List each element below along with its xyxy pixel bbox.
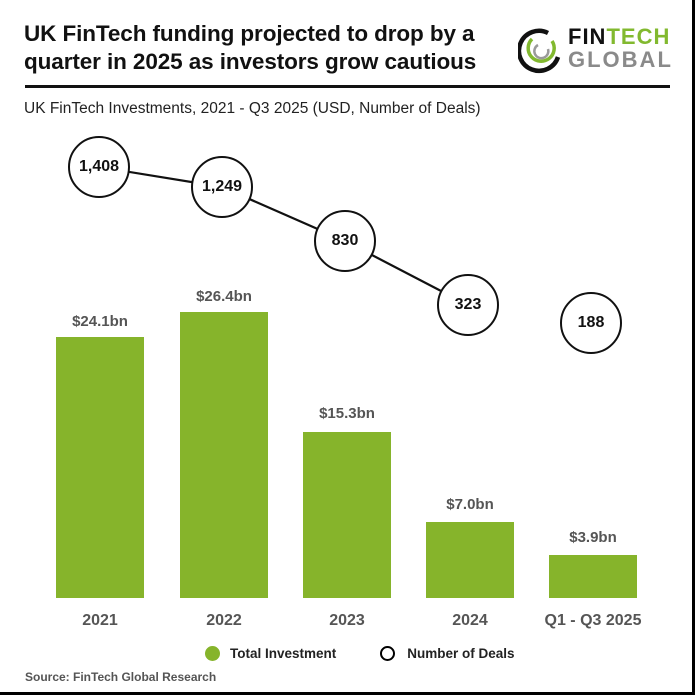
logo-fin: FIN: [568, 24, 607, 49]
bar-2024: [426, 522, 514, 598]
title-line-1: UK FinTech funding projected to drop by …: [24, 21, 475, 46]
x-label-2024: 2024: [452, 612, 488, 629]
deals-marker-2021: 1,408: [68, 136, 130, 198]
x-label-2022: 2022: [206, 612, 242, 629]
title-divider: [25, 85, 670, 88]
bar-value-2023: $15.3bn: [319, 405, 375, 422]
legend-investment-label: Total Investment: [230, 645, 337, 661]
bar-value-2024: $7.0bn: [446, 496, 494, 513]
bar-value-2021: $24.1bn: [72, 313, 128, 330]
bar-value-2022: $26.4bn: [196, 288, 252, 305]
bar-2023: [303, 432, 391, 598]
x-label-2025: Q1 - Q3 2025: [544, 612, 642, 629]
deals-marker-2024: 323: [437, 274, 499, 336]
logo-ring-icon: [518, 28, 561, 74]
fintech-global-logo: FINTECH GLOBAL: [518, 26, 678, 76]
legend-filled-circle-icon: [205, 645, 220, 661]
x-label-2021: 2021: [82, 612, 118, 629]
chart-legend: Total Investment Number of Deals: [205, 643, 515, 663]
legend-deals-label: Number of Deals: [407, 645, 515, 661]
logo-tech: TECH: [606, 24, 671, 49]
bar-value-2025: $3.9bn: [569, 529, 617, 546]
x-label-2023: 2023: [329, 612, 365, 629]
bar-2021: [56, 337, 144, 598]
deals-marker-2025: 188: [560, 292, 622, 354]
source-note: Source: FinTech Global Research: [25, 670, 217, 684]
deals-marker-2023: 830: [314, 210, 376, 272]
logo-wordmark-top: FINTECH: [568, 26, 670, 48]
logo-wordmark-bottom: GLOBAL: [568, 47, 673, 72]
chart-subtitle: UK FinTech Investments, 2021 - Q3 2025 (…: [24, 100, 481, 117]
bar-2025: [549, 555, 637, 598]
chart-title: UK FinTech funding projected to drop by …: [24, 20, 476, 76]
legend-open-circle-icon: [380, 645, 396, 661]
deals-marker-2022: 1,249: [191, 156, 253, 218]
bar-2022: [180, 312, 268, 598]
title-line-2: quarter in 2025 as investors grow cautio…: [24, 49, 477, 74]
